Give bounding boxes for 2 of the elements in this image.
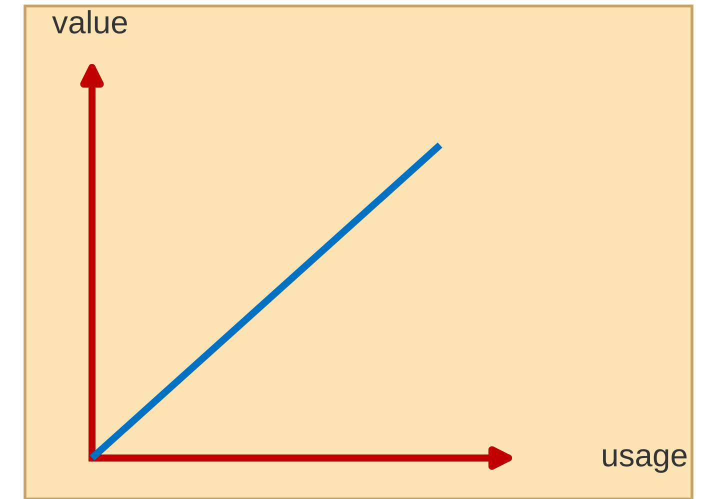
x-axis-title: usage [603,449,687,473]
y-axis-title: value [52,10,127,34]
